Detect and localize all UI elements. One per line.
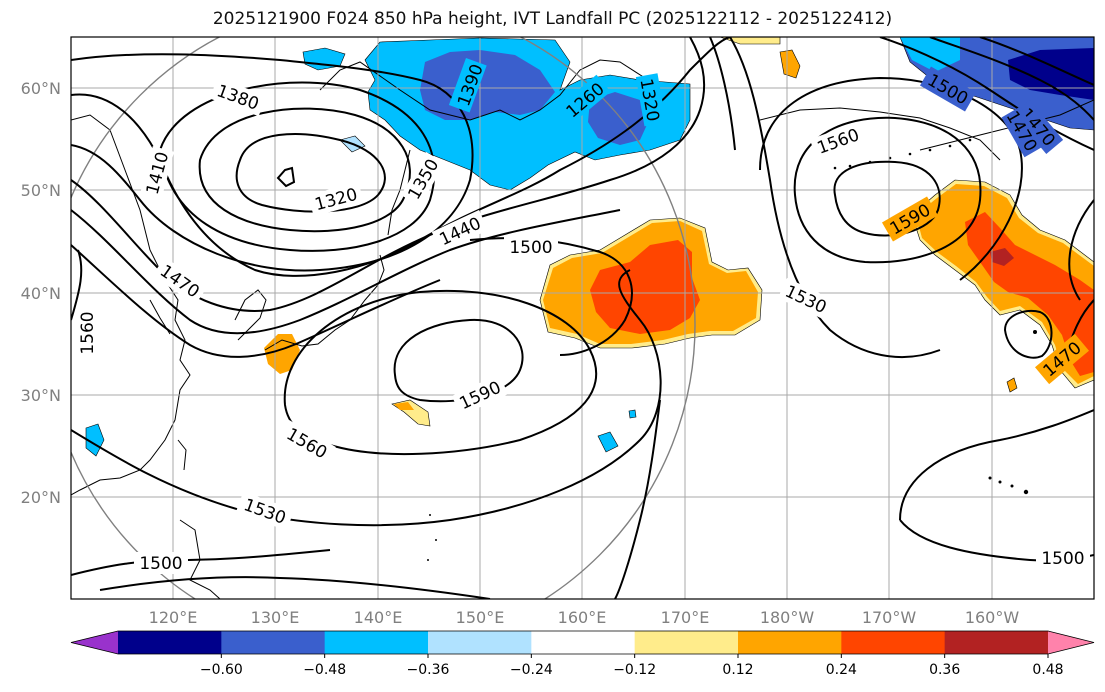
colorbar-swatch bbox=[428, 631, 532, 654]
colorbar-tick-label: 0.24 bbox=[826, 662, 857, 678]
contour-label: 1560 bbox=[78, 311, 98, 354]
lat-tick-label: 20°N bbox=[21, 488, 61, 507]
colorbar-extension-high bbox=[1048, 631, 1094, 654]
lon-tick-label: 160°W bbox=[965, 608, 1020, 627]
lon-tick-label: 170°E bbox=[661, 608, 710, 627]
contour-label: 1500 bbox=[139, 554, 182, 574]
colorbar-swatch bbox=[531, 631, 636, 654]
colorbar-swatch bbox=[634, 631, 739, 654]
map-frame bbox=[70, 36, 1095, 600]
colorbar-extension-low bbox=[71, 631, 118, 654]
lon-tick-label: 170°W bbox=[862, 608, 917, 627]
lon-tick-label: 150°E bbox=[456, 608, 505, 627]
colorbar-swatch bbox=[841, 631, 946, 654]
colorbar-tick-label: −0.60 bbox=[200, 662, 243, 678]
lat-tick-label: 60°N bbox=[21, 79, 61, 98]
lon-tick-label: 130°E bbox=[251, 608, 300, 627]
lat-tick-label: 40°N bbox=[21, 284, 61, 303]
colorbar-tick-label: −0.12 bbox=[613, 662, 656, 678]
colorbar-tick-label: −0.36 bbox=[407, 662, 450, 678]
colorbar-ticks: −0.60 −0.48 −0.36 −0.24 −0.12 0.12 0.24 0.36 0.4… bbox=[200, 654, 1064, 678]
longitude-ticks: 120°E 130°E 140°E 150°E 160°E 170°E 180°… bbox=[149, 608, 1020, 627]
colorbar-swatch bbox=[118, 631, 222, 654]
radius-circle bbox=[71, 37, 696, 599]
colorbar-swatch bbox=[221, 631, 326, 654]
colorbar-tick-label: −0.48 bbox=[303, 662, 346, 678]
aleutian-islands bbox=[427, 138, 1037, 561]
colorbar-swatch bbox=[944, 631, 1049, 654]
coastlines bbox=[71, 59, 1094, 599]
ivt-shading bbox=[85, 37, 1094, 457]
colorbar-tick-label: 0.12 bbox=[722, 662, 753, 678]
contour-labels: 1380 1390 1260 1320 1410 1320 1350 1440 … bbox=[76, 58, 1090, 574]
colorbar-swatch bbox=[738, 631, 842, 654]
colorbar-tick-label: 0.36 bbox=[929, 662, 960, 678]
map-title: 2025121900 F024 850 hPa height, IVT Land… bbox=[212, 9, 893, 29]
colorbar-outline bbox=[70, 630, 1095, 655]
map-plot-area: 1380 1390 1260 1320 1410 1320 1350 1440 … bbox=[71, 37, 1094, 599]
contour-label: 1500 bbox=[1041, 549, 1084, 569]
lon-tick-label: 180°W bbox=[760, 608, 815, 627]
colorbar bbox=[70, 630, 1095, 655]
lat-tick-label: 50°N bbox=[21, 181, 61, 200]
lon-tick-label: 160°E bbox=[558, 608, 607, 627]
colorbar-swatch bbox=[324, 631, 429, 654]
contour-label: 1500 bbox=[509, 238, 552, 258]
lon-tick-label: 140°E bbox=[354, 608, 403, 627]
latitude-ticks: 60°N 50°N 40°N 30°N 20°N bbox=[21, 79, 61, 507]
colorbar-tick-label: 0.48 bbox=[1032, 662, 1063, 678]
lon-tick-label: 120°E bbox=[149, 608, 198, 627]
colorbar-tick-label: −0.24 bbox=[510, 662, 553, 678]
lat-tick-label: 30°N bbox=[21, 386, 61, 405]
